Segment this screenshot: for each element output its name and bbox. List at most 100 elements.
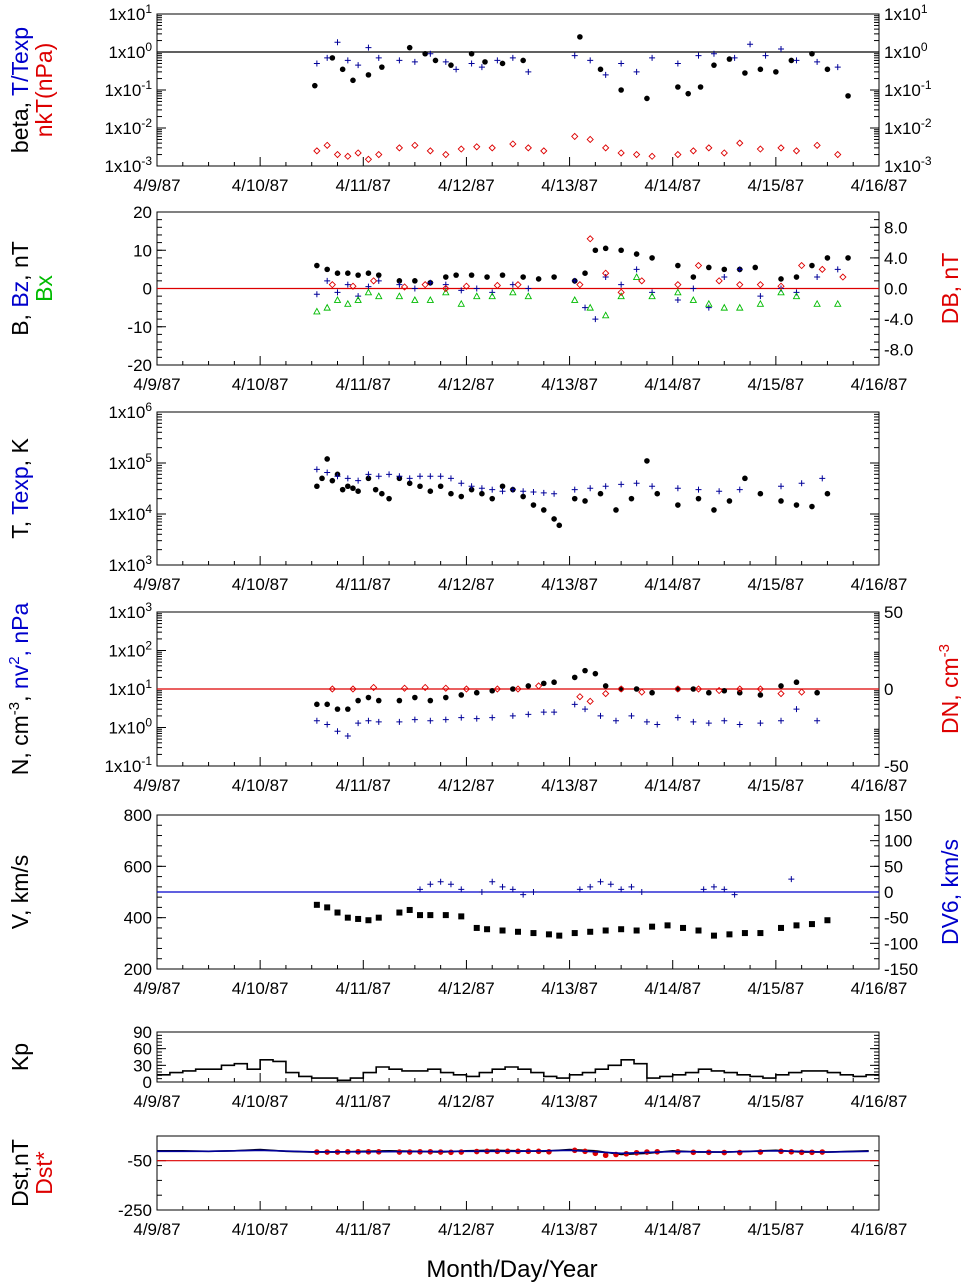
series-temperature-t-point <box>386 495 392 502</box>
series-field-bz-point <box>633 266 640 273</box>
series-field-bx-point <box>601 311 610 319</box>
series-beta-beta-point <box>597 66 604 73</box>
series-velocity-v-point <box>757 930 764 937</box>
series-field-b-point <box>468 272 475 278</box>
series-field-b-point <box>649 255 655 261</box>
series-temperature-t-point <box>365 475 372 482</box>
panel-label-field-part: , nT <box>7 241 33 281</box>
series-dst-dst--point <box>798 1149 805 1156</box>
series-density-nv2-point <box>778 717 785 724</box>
series-beta-t-texp-point <box>478 64 485 71</box>
series-temperature-texp-point <box>716 488 723 495</box>
series-field-b-point <box>412 278 418 284</box>
series-field-b-point <box>499 272 506 278</box>
series-temperature-t-point <box>675 502 681 508</box>
series-velocity-dv6-point <box>607 881 614 888</box>
series-field-bz-point <box>834 266 841 273</box>
y-tick-label: 1x103 <box>108 600 152 622</box>
series-beta-t-texp-point <box>509 54 516 61</box>
series-beta-t-texp-point <box>618 60 625 67</box>
x-tick-label: 4/11/87 <box>336 1092 391 1111</box>
panel-label2-dst-part: Dst* <box>31 1151 57 1195</box>
right-tick-label: 1x100 <box>884 40 928 62</box>
series-velocity-v-point <box>473 924 480 931</box>
series-beta-beta-point <box>726 56 733 62</box>
series-beta-t-texp-point <box>814 58 821 65</box>
right-tick-label: 1x101 <box>884 2 928 24</box>
series-field-b-point <box>520 274 526 280</box>
series-beta-beta-point <box>365 72 372 78</box>
series-temperature-t-point <box>644 458 650 464</box>
series-beta-t-texp-point <box>375 54 382 61</box>
series-density-n-point <box>618 686 624 692</box>
series-beta-beta-point <box>675 84 681 90</box>
right-tick-label: 50 <box>884 857 903 876</box>
series-beta-t-texp-point <box>365 44 372 51</box>
series-beta-t-texp-point <box>411 58 418 65</box>
series-velocity-v-point <box>602 927 609 934</box>
x-tick-label: 4/15/87 <box>747 575 804 594</box>
series-density-nv2-point <box>411 716 418 723</box>
x-tick-label: 4/14/87 <box>644 1092 701 1111</box>
series-dst-dst--point <box>602 1152 609 1159</box>
series-temperature-texp-point <box>736 486 743 493</box>
series-density-nv2-point <box>582 706 589 713</box>
series-velocity-v-point <box>324 904 331 911</box>
y-tick-label: 1x101 <box>108 2 152 24</box>
series-velocity-v-point <box>334 909 341 916</box>
x-tick-label: 4/10/87 <box>232 375 289 394</box>
y-tick-label: 1x10-3 <box>104 154 152 176</box>
series-beta-nkt-npa--point <box>426 147 434 155</box>
series-temperature-texp-point <box>695 486 702 493</box>
series-field-b-point <box>365 270 372 277</box>
series-beta-beta-point <box>422 50 428 57</box>
series-density-n-point <box>706 689 712 696</box>
series-field-b-point <box>690 274 697 280</box>
series-temperature-t-point <box>654 490 661 497</box>
y-tick-label: 1x103 <box>108 553 152 575</box>
right-tick-label: 4.0 <box>884 249 908 268</box>
series-velocity-dv6-point <box>478 889 485 895</box>
series-temperature-t-point <box>458 493 465 500</box>
series-velocity-dv6-point <box>530 889 537 895</box>
series-temperature-texp-point <box>365 471 372 478</box>
series-density-nv2-point <box>540 709 547 716</box>
series-field-bx-point <box>586 303 594 311</box>
series-density-n-point <box>592 670 599 677</box>
series-temperature-texp-point <box>778 483 785 490</box>
series-density-nv2-point <box>654 721 661 728</box>
series-beta-beta-point <box>432 57 439 64</box>
series-field-b-point <box>314 262 320 269</box>
x-tick-label: 4/16/87 <box>851 1092 908 1111</box>
series-field-bz-point <box>582 304 589 311</box>
series-field-b-point <box>778 276 784 282</box>
series-beta-t-texp-point <box>695 52 702 59</box>
series-beta-t-texp-point <box>334 39 341 46</box>
series-beta-t-texp-point <box>731 54 738 61</box>
series-beta-beta-point <box>577 34 583 40</box>
x-tick-label: 4/12/87 <box>438 776 495 795</box>
series-density-n-point <box>540 680 547 687</box>
x-tick-label: 4/10/87 <box>232 575 289 594</box>
series-field-bx-point <box>313 307 321 315</box>
series-velocity-v-point <box>556 932 563 939</box>
right-tick-label: -50 <box>884 757 909 776</box>
series-density-nv2-point <box>612 717 619 724</box>
series-field-bz-point <box>411 285 418 292</box>
series-velocity-v-point <box>545 931 552 938</box>
panel-label-density-part: -3 <box>6 702 23 715</box>
series-temperature-texp-point <box>520 488 527 495</box>
series-velocity-dv6-point <box>731 891 738 898</box>
series-velocity-dv6-point <box>509 886 516 893</box>
series-density-dn-point <box>602 689 610 698</box>
series-beta-beta-point <box>339 66 346 73</box>
series-field-bx-point <box>632 273 641 280</box>
panel-label-dst: Dst,nT <box>7 1139 33 1207</box>
series-field-db-nt-point <box>493 281 502 290</box>
x-tick-label: 4/13/87 <box>541 776 598 795</box>
series-field-db-nt-point <box>839 273 847 281</box>
series-temperature-t-point <box>417 483 423 490</box>
series-field-bx-point <box>792 292 801 300</box>
series-density-n-point <box>427 697 434 704</box>
x-tick-label: 4/12/87 <box>438 979 495 998</box>
